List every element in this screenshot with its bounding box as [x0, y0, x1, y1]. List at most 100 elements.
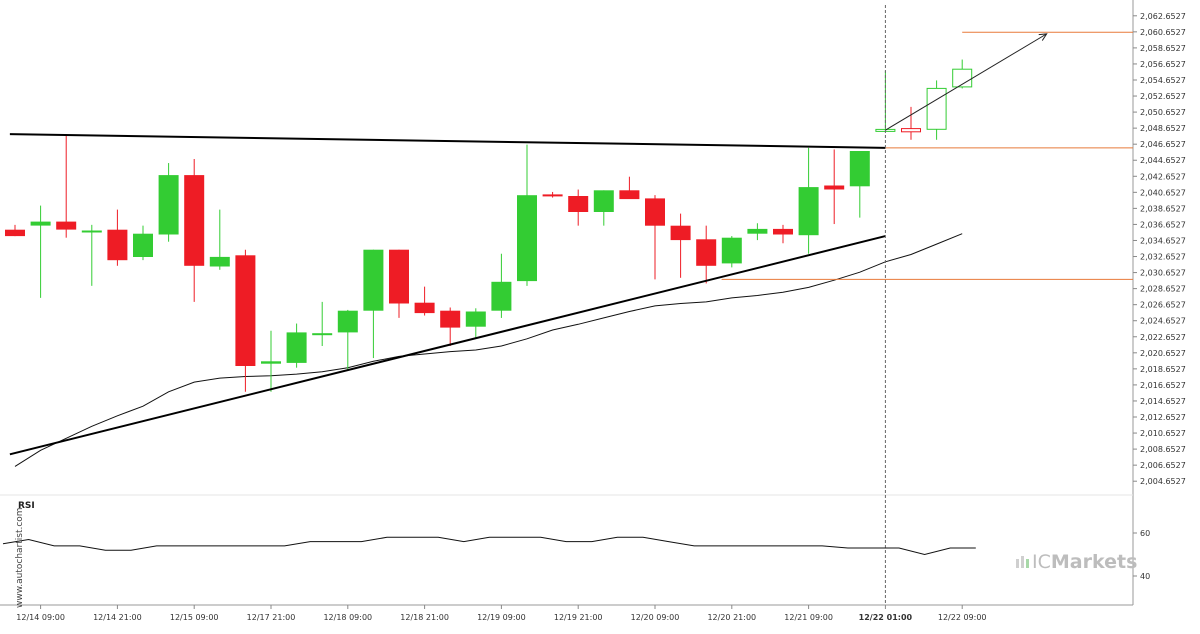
- candle-body: [849, 151, 870, 187]
- candle-body: [158, 175, 179, 235]
- branding: www.autochartist.com ICMarkets: [15, 507, 1137, 608]
- candle-body: [209, 256, 230, 267]
- candle: [158, 163, 179, 242]
- candle-body: [389, 249, 409, 304]
- brand-logo: ICMarkets: [1032, 551, 1137, 573]
- candle: [798, 147, 819, 254]
- y-tick-label: 2,024.6527: [1140, 317, 1186, 326]
- x-tick-label: 12/15 09:00: [170, 613, 219, 622]
- x-tick-label: 12/20 09:00: [631, 613, 680, 622]
- candle: [30, 205, 51, 298]
- candle: [5, 224, 25, 237]
- candles: [5, 59, 973, 392]
- candle-body: [670, 225, 691, 241]
- brand-logo-strong: Markets: [1051, 551, 1138, 573]
- y-tick-label: 2,056.6527: [1140, 60, 1186, 69]
- moving-average: [14, 233, 963, 467]
- candle-body: [645, 198, 665, 226]
- y-tick-label: 2,020.6527: [1140, 349, 1186, 358]
- candle-body: [747, 228, 768, 234]
- candle-body: [952, 68, 973, 88]
- y-tick-label: 2,046.6527: [1140, 140, 1186, 149]
- candle-body: [261, 361, 281, 364]
- resistance-line: [9, 133, 886, 149]
- candle-body: [414, 302, 435, 314]
- y-tick-label: 2,026.6527: [1140, 301, 1186, 310]
- candle-body: [542, 194, 563, 197]
- candle: [286, 323, 307, 368]
- candle-body: [81, 230, 102, 233]
- candle: [747, 223, 768, 241]
- x-tick-label: 12/14 21:00: [93, 613, 142, 622]
- y-tick-label: 2,012.6527: [1140, 413, 1186, 422]
- candle-body: [721, 237, 742, 264]
- candle-body: [824, 185, 845, 190]
- y-tick-label: 2,028.6527: [1140, 285, 1186, 294]
- candle-body: [465, 311, 486, 327]
- candle-body: [363, 249, 384, 311]
- candle: [670, 213, 691, 278]
- rsi-series-line: [2, 536, 976, 556]
- y-tick-label: 2,042.6527: [1140, 172, 1186, 181]
- y-tick-label: 2,048.6527: [1140, 124, 1186, 133]
- candle-body: [593, 190, 614, 212]
- x-tick-label: 12/22 09:00: [938, 613, 987, 622]
- side-watermark: www.autochartist.com: [15, 507, 25, 608]
- y-tick-label: 2,062.6527: [1140, 12, 1186, 21]
- rsi-panel: RSI 60 40: [2, 501, 1150, 581]
- candle-body: [56, 221, 77, 230]
- y-tick-label: 2,034.6527: [1140, 236, 1186, 245]
- candle-body: [696, 239, 717, 266]
- y-tick-label: 2,016.6527: [1140, 381, 1186, 390]
- candle: [389, 249, 409, 318]
- candle-body: [133, 233, 153, 257]
- candle-body: [30, 221, 51, 226]
- candle: [261, 330, 281, 392]
- y-tick-label: 2,004.6527: [1140, 477, 1186, 486]
- rsi-tick-label: 40: [1140, 572, 1150, 581]
- candle: [773, 224, 793, 244]
- candle: [184, 159, 205, 302]
- candle: [542, 191, 563, 198]
- candle: [235, 249, 256, 392]
- candle-body: [517, 195, 537, 282]
- candle: [133, 225, 153, 261]
- candle-body: [619, 190, 640, 200]
- y-tick-label: 2,040.6527: [1140, 188, 1186, 197]
- y-tick-label: 2,060.6527: [1140, 28, 1186, 37]
- trend-lines: [9, 5, 1133, 605]
- candle: [593, 190, 614, 226]
- grid: [0, 0, 1134, 606]
- y-tick-label: 2,058.6527: [1140, 44, 1186, 53]
- candle: [363, 249, 384, 359]
- x-tick-label: 12/20 21:00: [707, 613, 756, 622]
- x-tick-label: 12/22 01:00: [859, 613, 913, 622]
- candle-body: [798, 187, 819, 236]
- candle-body: [107, 229, 128, 261]
- projection-arrow-head: [1038, 33, 1048, 41]
- candle: [465, 308, 486, 339]
- candle-body: [5, 229, 25, 237]
- candle: [440, 307, 461, 347]
- candle-body: [491, 281, 512, 311]
- candle: [337, 309, 358, 371]
- x-tick-label: 12/21 09:00: [784, 613, 833, 622]
- y-tick-label: 2,008.6527: [1140, 445, 1186, 454]
- candle-body: [337, 310, 358, 333]
- x-tick-label: 12/18 09:00: [323, 613, 372, 622]
- candle: [619, 176, 640, 200]
- x-axis: 12/14 09:00 12/14 21:00 12/15 09:00 12/17 2…: [16, 605, 987, 622]
- candle: [696, 225, 717, 284]
- candle-body: [184, 175, 205, 266]
- candle: [721, 236, 742, 268]
- candle: [517, 144, 537, 286]
- candle: [107, 209, 128, 266]
- candle-body: [312, 333, 333, 336]
- y-tick-label: 2,006.6527: [1140, 461, 1186, 470]
- candle: [414, 286, 435, 316]
- y-tick-label: 2,052.6527: [1140, 92, 1186, 101]
- support-line: [9, 235, 886, 456]
- x-tick-label: 12/17 21:00: [247, 613, 296, 622]
- brand-logo-light: IC: [1032, 551, 1051, 573]
- candle-body: [235, 255, 256, 366]
